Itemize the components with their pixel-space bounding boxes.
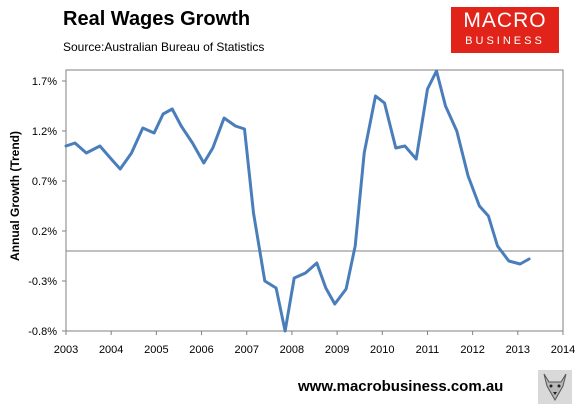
x-tick-label: 2010 (370, 344, 394, 356)
macrobusiness-logo[interactable]: MACRO BUSINESS (451, 7, 559, 53)
x-tick-label: 2013 (506, 344, 530, 356)
x-tick-label: 2009 (325, 344, 349, 356)
x-tick-label: 2004 (99, 344, 123, 356)
website-url[interactable]: www.macrobusiness.com.au (298, 378, 504, 395)
x-tick-label: 2006 (189, 344, 213, 356)
wolf-mascot-icon (538, 370, 572, 404)
y-tick-label: 1.7% (32, 76, 57, 88)
series-line-0 (64, 69, 531, 333)
logo-line2: BUSINESS (465, 35, 545, 47)
x-tick-label: 2003 (54, 344, 78, 356)
chart-source: Source:Australian Bureau of Statistics (63, 40, 265, 54)
y-tick-label: -0.3% (28, 276, 57, 288)
x-tick-label: 2011 (416, 344, 440, 356)
y-axis-label: Annual Growth (Trend) (8, 131, 22, 261)
chart-title: Real Wages Growth (63, 8, 251, 30)
x-tick-label: 2007 (234, 344, 258, 356)
y-tick-label: -0.8% (28, 326, 57, 338)
x-tick-label: 2005 (144, 344, 168, 356)
y-tick-label: 0.7% (32, 176, 57, 188)
y-tick-label: 0.2% (32, 226, 57, 238)
y-tick-label: 1.2% (32, 126, 57, 138)
x-tick-label: 2012 (460, 344, 484, 356)
logo-line1: MACRO (463, 9, 547, 32)
x-tick-label: 2008 (280, 344, 304, 356)
plot-area (65, 69, 564, 332)
x-tick-label: 2014 (551, 344, 575, 356)
